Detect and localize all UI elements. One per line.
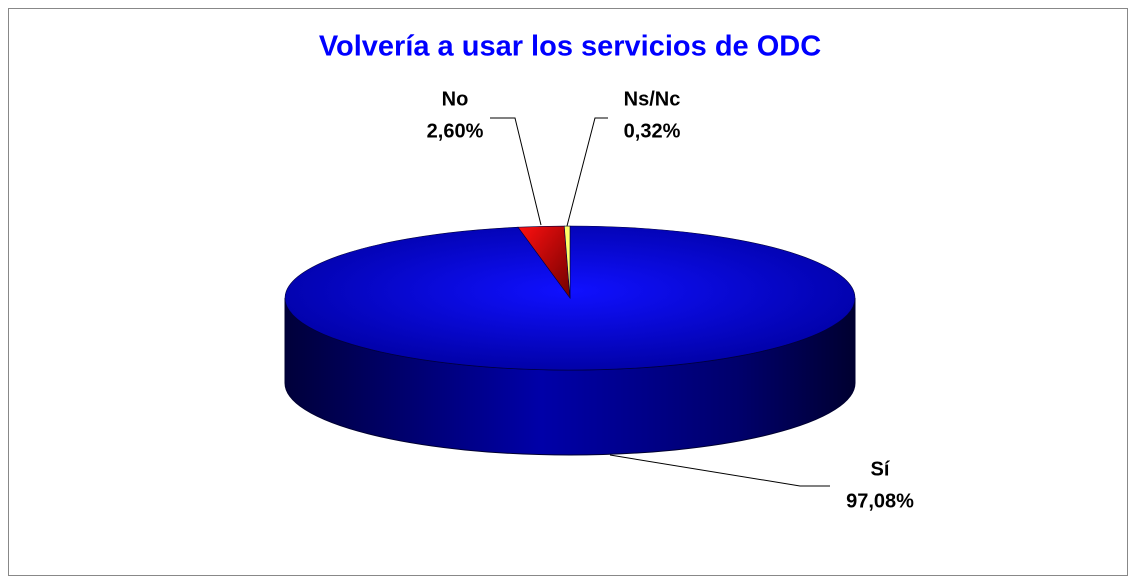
slice-value-label: 97,08% — [846, 490, 914, 512]
slice-label: Sí — [871, 458, 891, 480]
leader-line — [609, 454, 830, 487]
slice-label: Ns/Nc — [624, 88, 681, 110]
slice-value-label: 0,32% — [624, 120, 681, 142]
slice-label: No — [442, 88, 469, 110]
slice-value-label: 2,60% — [427, 120, 484, 142]
chart-title: Volvería a usar los servicios de ODC — [319, 31, 821, 63]
leader-line — [490, 117, 542, 226]
leader-line — [566, 117, 608, 227]
